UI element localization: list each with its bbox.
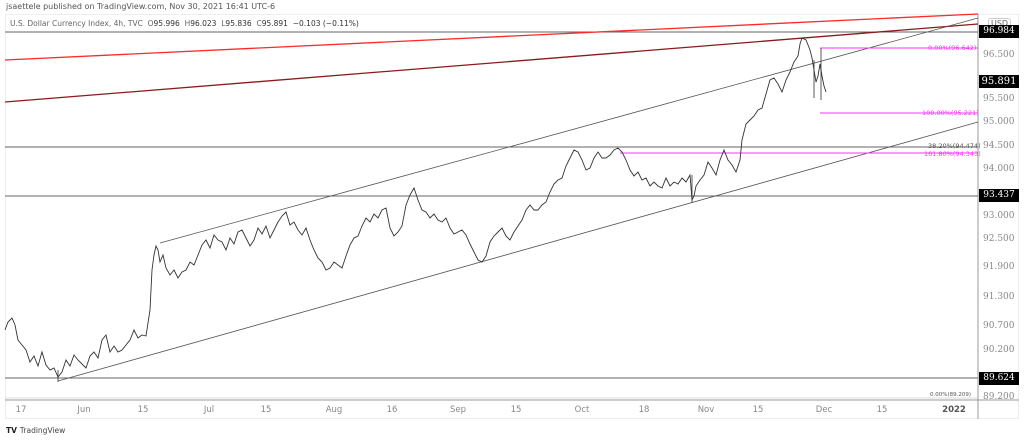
fib-label-100: 100.00%(95.221) <box>922 109 979 117</box>
time-tick: 15 <box>137 405 149 415</box>
price-tick: 91.300 <box>983 292 1015 302</box>
dark-red-trendline <box>4 23 979 103</box>
time-tick: 15 <box>510 405 522 415</box>
open-value: 95.996 <box>153 19 180 28</box>
fib-label-base: 0.00%(89.209) <box>930 392 972 398</box>
price-tag-level: 96.984 <box>979 25 1019 38</box>
time-tick: 15 <box>260 405 272 415</box>
time-tick: 17 <box>15 405 27 415</box>
chart-frame <box>5 14 1019 419</box>
time-tick: Jul <box>203 405 215 415</box>
price-tag-level: 93.437 <box>979 189 1019 202</box>
time-tick: 15 <box>752 405 764 415</box>
price-tag-level: 89.624 <box>979 372 1019 385</box>
time-tick: Oct <box>574 405 590 415</box>
price-tick: 94.000 <box>983 164 1015 174</box>
fib-label-0: 0.00%(96.642) <box>928 44 977 52</box>
logo-text: TradingView <box>19 426 66 435</box>
price-tag-last: 95.891 <box>979 75 1019 88</box>
time-tick: Dec <box>815 405 833 415</box>
symbol-legend: U.S. Dollar Currency Index, 4h, TVC O95.… <box>10 19 359 28</box>
time-tick: Sep <box>449 405 467 415</box>
time-tick: Nov <box>697 405 715 415</box>
tradingview-logo[interactable]: TV TradingView <box>6 426 65 435</box>
change-value: −0.103 (−0.11%) <box>292 19 359 28</box>
price-tick: 92.500 <box>983 234 1015 244</box>
price-tick: 96.500 <box>983 50 1015 60</box>
price-tick: 95.500 <box>983 94 1015 104</box>
tradingview-logo-icon: TV <box>6 426 17 435</box>
fib-label-161: 161.80%(94.343) <box>924 150 981 158</box>
close-value: 95.891 <box>261 19 288 28</box>
price-tick: 93.000 <box>983 211 1015 221</box>
channel-lower <box>57 121 979 382</box>
price-tick: 89.200 <box>983 392 1015 402</box>
price-tick: 91.900 <box>983 262 1015 272</box>
price-tick: 95.000 <box>983 117 1015 127</box>
time-tick-year: 2022 <box>942 405 966 415</box>
red-trendline <box>4 13 979 61</box>
time-tick: Jun <box>77 405 91 415</box>
price-tick: 90.700 <box>983 321 1015 331</box>
low-value: 95.836 <box>225 19 252 28</box>
price-tick: 90.200 <box>983 345 1015 355</box>
price-tick: 94.500 <box>983 141 1015 151</box>
price-series <box>4 37 827 378</box>
high-value: 96.023 <box>190 19 217 28</box>
time-tick: 18 <box>638 405 650 415</box>
time-tick: 15 <box>876 405 888 415</box>
publish-info: jsaettele published on TradingView.com, … <box>6 2 276 11</box>
fib-label-38: 38.20%(94.474) <box>928 142 981 150</box>
time-tick: Aug <box>325 405 343 415</box>
channel-upper <box>159 17 979 244</box>
symbol-name: U.S. Dollar Currency Index, 4h, TVC <box>10 19 143 28</box>
time-tick: 16 <box>386 405 398 415</box>
